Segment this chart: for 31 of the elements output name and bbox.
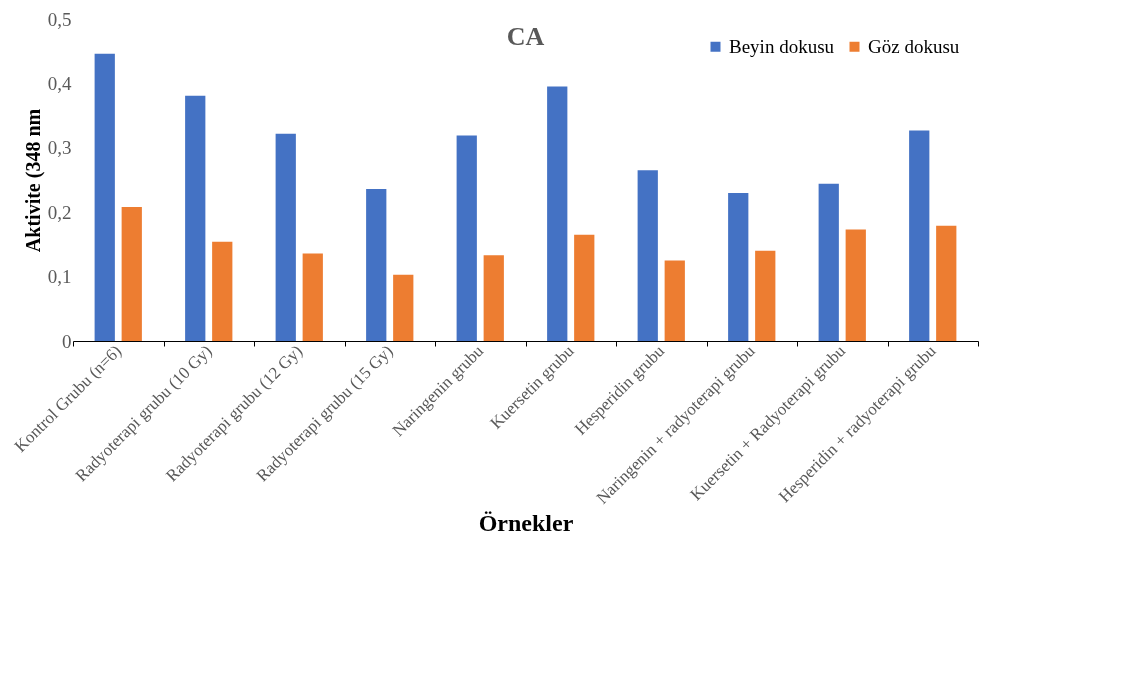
y-axis-title: Aktivite (348 nm <box>21 108 45 253</box>
bar <box>456 135 477 341</box>
bar <box>936 225 957 341</box>
bar <box>366 189 387 341</box>
bar <box>212 241 233 341</box>
y-tick-label: 0,3 <box>47 137 72 159</box>
bar <box>728 192 749 341</box>
bar <box>94 53 115 341</box>
legend-label: Göz dokusu <box>868 35 960 57</box>
y-tick-label: 0,5 <box>47 8 72 30</box>
y-tick-label: 0 <box>62 330 72 352</box>
bar <box>185 95 206 341</box>
bar <box>909 130 930 341</box>
y-tick-label: 0,4 <box>47 72 72 94</box>
y-tick-label: 0,1 <box>47 266 72 288</box>
legend-label: Beyin dokusu <box>729 35 835 57</box>
bar <box>818 183 839 341</box>
bar <box>121 207 142 341</box>
bar <box>664 260 685 341</box>
bar <box>547 86 568 341</box>
bar <box>574 234 595 341</box>
chart-title: CA <box>506 22 545 51</box>
bar <box>755 250 776 341</box>
bar <box>483 255 504 341</box>
x-axis-title: Örnekler <box>478 510 574 537</box>
bar <box>302 253 323 341</box>
bar <box>275 133 296 341</box>
bar <box>637 170 658 341</box>
bar <box>393 274 414 341</box>
bar <box>845 229 866 341</box>
y-tick-label: 0,2 <box>47 201 72 223</box>
